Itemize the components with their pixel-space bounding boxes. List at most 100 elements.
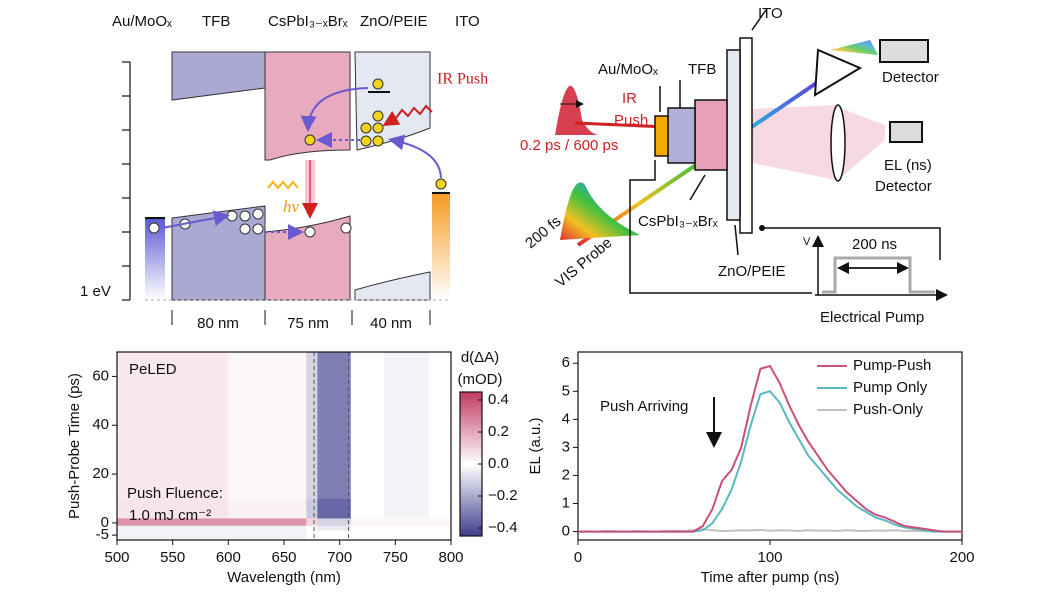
heatmap-cell [228,518,240,526]
heatmap-cell [139,388,151,426]
zno-vb [354,271,431,301]
ito-layer [739,37,753,234]
heatmap-cell [373,530,385,541]
thickness-label: 80 nm [197,315,239,332]
heatmap-cell [250,498,263,519]
colorbar-step [460,514,482,518]
y-tick-label: 3 [562,438,570,455]
heatmap-cell [428,525,441,531]
setup-label: Detector [882,69,939,86]
setup-label: 200 ns [852,236,897,253]
layer-label: ITO [455,13,480,30]
thickness-label: 40 nm [370,315,412,332]
heatmap-cell [239,530,251,541]
heatmap-cell [373,518,385,526]
heatmap-cell [395,388,407,426]
heatmap-cell [272,525,285,531]
colorbar-step [460,408,482,412]
heatmap-cell [150,352,162,390]
tfb-lumo [171,51,266,101]
colorbar-step [460,492,482,496]
heatmap-cell [361,388,374,426]
colorbar-step [460,452,482,455]
heatmap-cell [117,518,129,526]
heatmap-cell [406,498,418,519]
heatmap-cell [384,461,396,499]
colorbar-step [460,485,482,489]
x-tick-label: 200 [949,549,974,566]
heatmap-cell [217,425,229,463]
colorbar-step [460,497,482,501]
el-detector [889,121,923,143]
heatmap-cell [428,518,441,526]
colorbar-tick-label: −0.2 [488,487,518,504]
heatmap-cell [361,498,374,519]
heatmap-cell [328,425,341,463]
heatmap-cell [128,461,140,499]
heatmap-cell [239,525,251,531]
heatmap-cell [194,498,207,519]
heatmap-cell [317,518,329,526]
heatmap-cell [161,388,174,426]
heatmap-cell [284,425,296,463]
colorbar-step [460,509,482,513]
heatmap-cell [128,525,140,531]
x-tick-label: 650 [271,549,296,566]
heatmap-cell [361,518,374,526]
heatmap-cell [161,461,174,499]
heatmap-cell [350,518,363,526]
heatmap-cell [428,498,441,519]
heatmap-cell [150,530,162,541]
heatmap-cell [128,530,140,541]
heatmap-cell [306,525,318,531]
heatmap-cell [361,425,374,463]
heatmap-cell [339,352,352,390]
heatmap-cell [417,425,430,463]
zno-cb [354,51,431,151]
heatmap-cell [295,388,307,426]
colorbar-step [460,490,482,494]
heatmap-cell [317,498,329,519]
heatmap-cell [328,525,341,531]
heatmap-cell [361,352,374,390]
heatmap-cell [206,461,218,499]
y-tick-label: 5 [562,382,570,399]
y-tick-label: 6 [562,354,570,371]
colorbar-step [460,504,482,508]
colorbar-step [460,500,482,503]
colorbar-step [460,447,482,451]
heatmap-cell [384,425,396,463]
colorbar-step [460,533,482,537]
colorbar-step [460,516,482,520]
colorbar-step [460,483,482,487]
heatmap-cell [150,425,162,463]
heatmap-cell [183,461,196,499]
colorbar-step [460,406,482,410]
heatmap-cell [417,498,430,519]
heatmap-cell [228,461,240,499]
heatmap-cell [117,388,129,426]
heatmap-cell [373,461,385,499]
layer-label: Au/MoOₓ [112,13,172,30]
colorbar-step [460,404,482,407]
heatmap-cell [350,525,363,531]
heatmap-cell [250,461,263,499]
heatmap-cell [417,518,430,526]
heatmap-cell [406,388,418,426]
heatmap-cell [239,388,251,426]
heatmap-cell [384,518,396,526]
heatmap-cell [183,530,196,541]
heatmap-cell [328,518,341,526]
heatmap-cell [406,530,418,541]
setup-label: Push [614,112,648,129]
x-tick-label: 100 [757,549,782,566]
setup-label: TFB [688,61,716,78]
heatmap-cell [161,525,174,531]
heatmap-cell [406,525,418,531]
colorbar-step [460,521,482,525]
setup-label: Electrical Pump [820,309,924,326]
heatmap-cell [417,525,430,531]
x-tick-label: 700 [327,549,352,566]
colorbar-step [460,444,482,448]
colorbar-step [460,495,482,499]
